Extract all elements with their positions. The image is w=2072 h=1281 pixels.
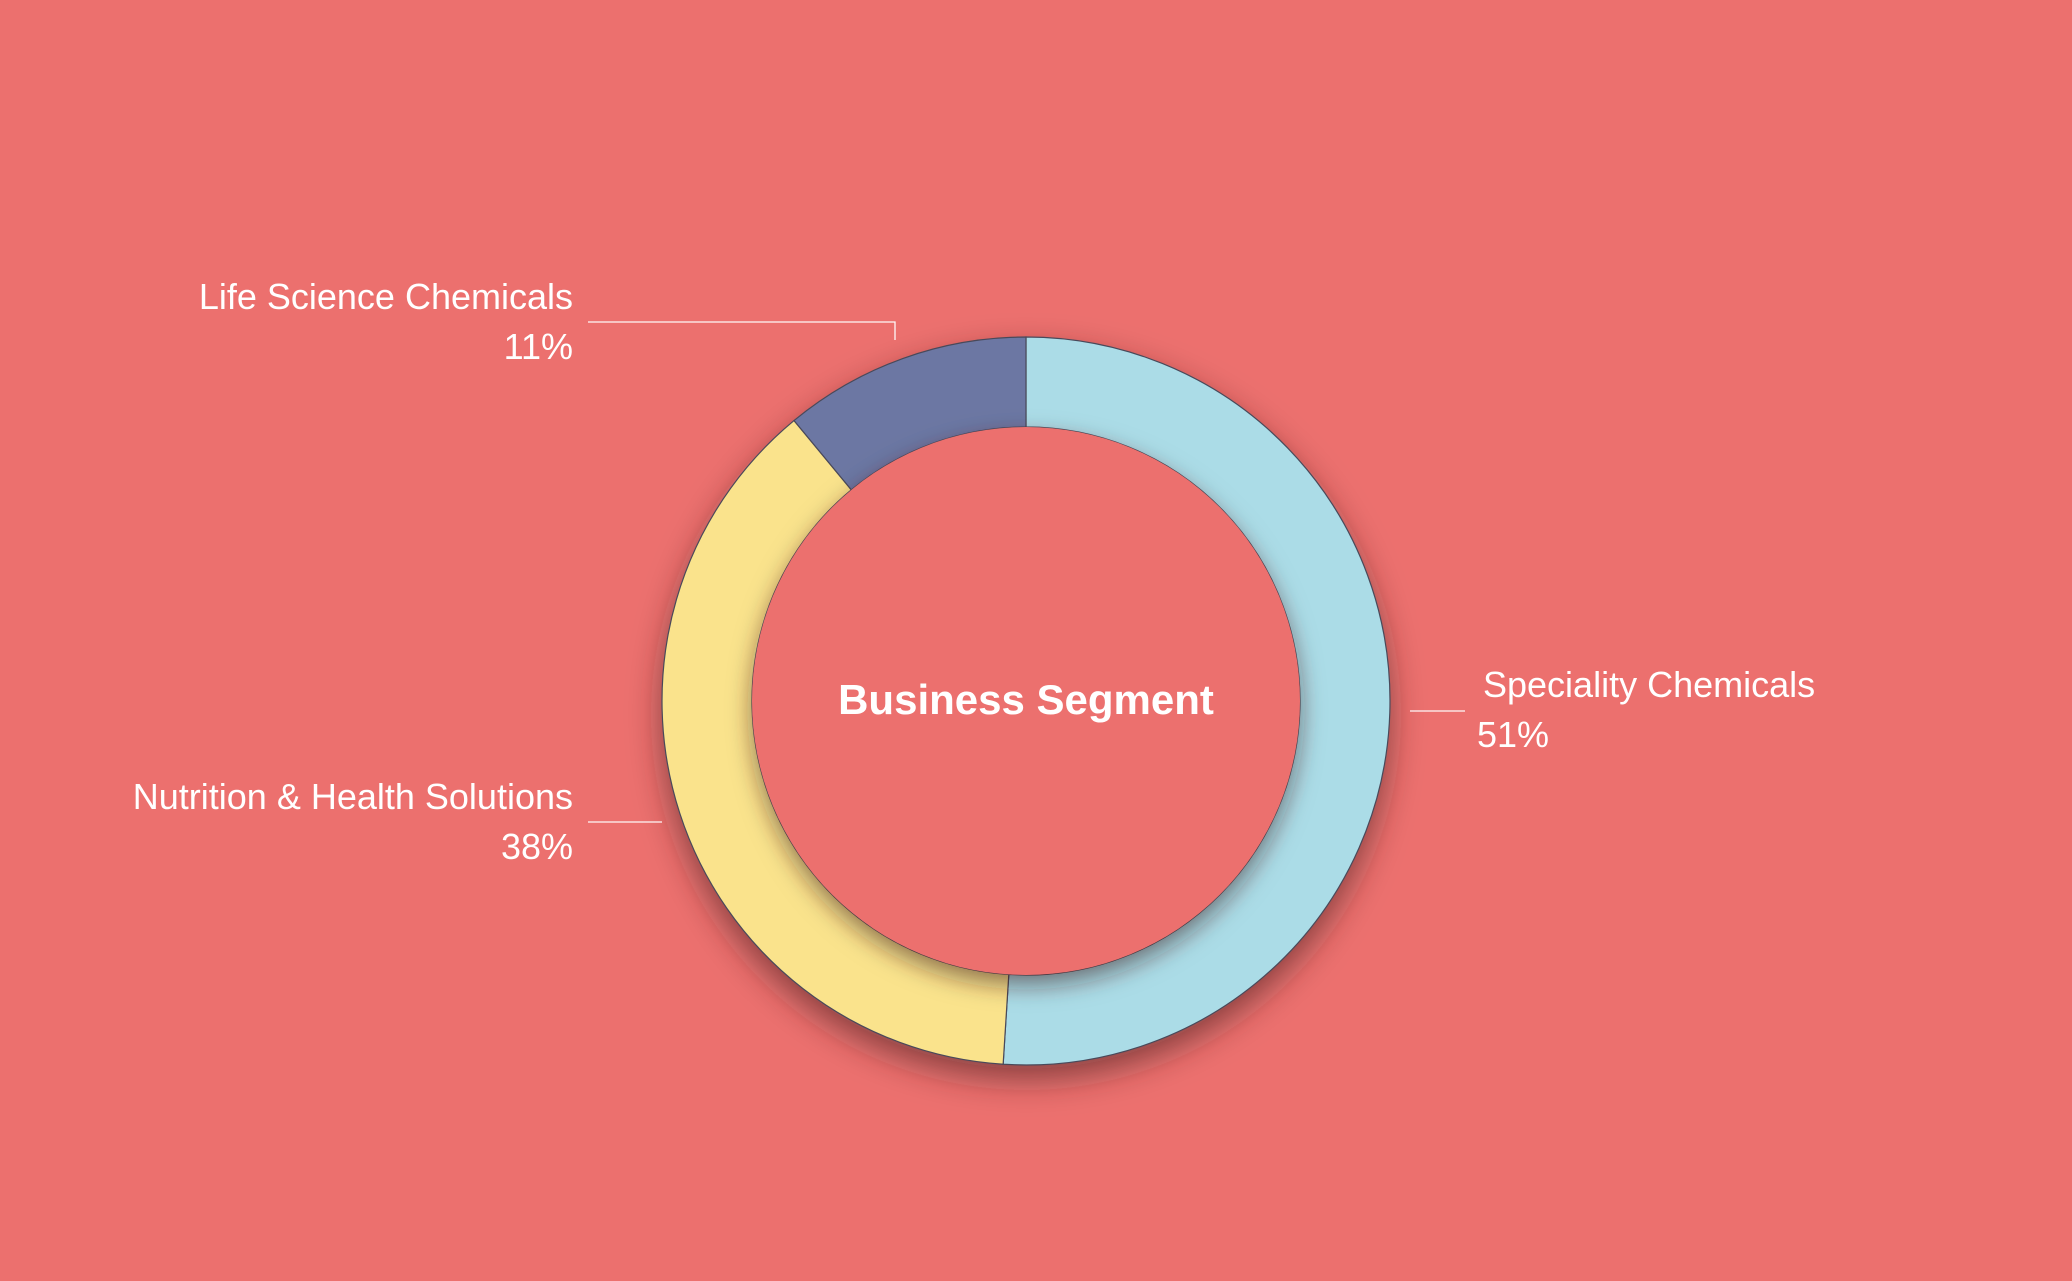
donut-hole [752, 427, 1300, 975]
value-label-nutrition-and-health-solutions: 38% [501, 826, 573, 867]
label-life-science-chemicals: Life Science Chemicals [199, 276, 573, 317]
label-speciality-chemicals: Speciality Chemicals [1483, 664, 1815, 705]
label-nutrition-and-health-solutions: Nutrition & Health Solutions [133, 776, 573, 817]
value-label-speciality-chemicals: 51% [1477, 714, 1549, 755]
value-label-life-science-chemicals: 11% [504, 326, 573, 367]
chart-title: Business Segment [838, 676, 1214, 723]
slice-speciality-chemicals [1002, 336, 1391, 1066]
slice-labels: Speciality Chemicals 51% Nutrition & Healt… [133, 276, 1815, 867]
slice-life-science-chemicals [793, 336, 1027, 491]
donut-slices [661, 336, 1391, 1066]
leader-line-life-science-chemicals [588, 321, 896, 340]
